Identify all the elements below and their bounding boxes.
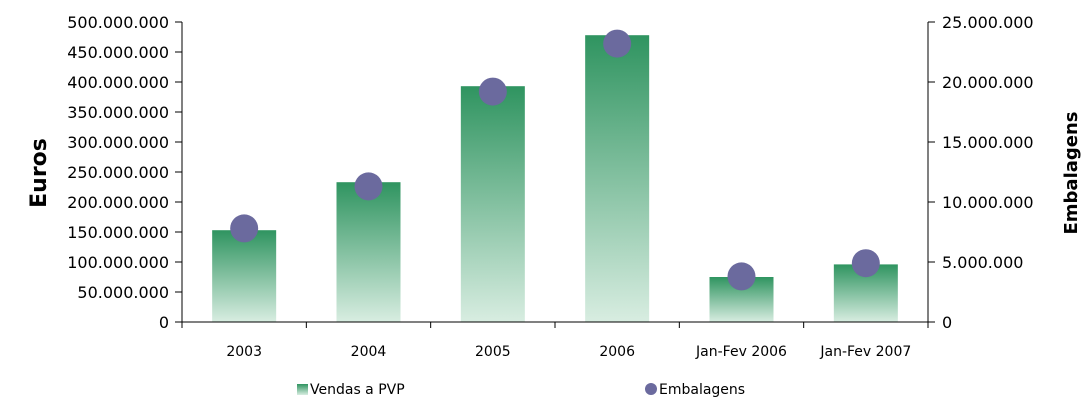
axes: 0 50.000.000 100.000.000 150.000.000 200.000… bbox=[67, 13, 1033, 360]
x-tick-label: 2005 bbox=[475, 344, 511, 360]
plot-area bbox=[182, 22, 928, 322]
x-tick-label: Jan-Fev 2006 bbox=[695, 344, 787, 360]
plot-background bbox=[182, 22, 928, 322]
legend-label-point: Embalagens bbox=[659, 382, 745, 398]
bar-series bbox=[212, 35, 898, 322]
point-series bbox=[230, 29, 880, 291]
y2-tick-label: 5.000.000 bbox=[942, 253, 1023, 272]
y-tick-label: 200.000.000 bbox=[67, 193, 169, 212]
point-jan-fev-2006 bbox=[727, 262, 756, 291]
y2-tick-label: 20.000.000 bbox=[942, 73, 1034, 92]
legend-swatch-bar bbox=[297, 384, 308, 395]
y-tick-label: 350.000.000 bbox=[67, 103, 169, 122]
y-tick-label: 0 bbox=[159, 313, 169, 332]
y-axis-title: Euros bbox=[27, 138, 52, 208]
y2-axis-title: Embalagens bbox=[1061, 111, 1082, 234]
y-tick-label: 100.000.000 bbox=[67, 253, 169, 272]
x-tick-label: 2006 bbox=[599, 344, 635, 360]
point-2003 bbox=[230, 214, 259, 243]
legend: Vendas a PVP Embalagens bbox=[297, 382, 745, 398]
bar-2003 bbox=[212, 230, 277, 322]
y-tick-label: 250.000.000 bbox=[67, 163, 169, 182]
point-2005 bbox=[478, 77, 507, 106]
point-2004 bbox=[354, 172, 383, 201]
y-tick-label: 50.000.000 bbox=[77, 283, 169, 302]
bar-2006 bbox=[585, 35, 650, 322]
legend-label-bar: Vendas a PVP bbox=[310, 382, 405, 398]
x-tick-label: 2003 bbox=[226, 344, 262, 360]
legend-swatch-point bbox=[645, 383, 657, 395]
y-tick-label: 150.000.000 bbox=[67, 223, 169, 242]
y2-tick-label: 10.000.000 bbox=[942, 193, 1034, 212]
y2-tick-label: 0 bbox=[942, 313, 952, 332]
y-tick-label: 450.000.000 bbox=[67, 43, 169, 62]
bar-2005 bbox=[460, 86, 525, 322]
y2-tick-label: 25.000.000 bbox=[942, 13, 1034, 32]
y-tick-label: 400.000.000 bbox=[67, 73, 169, 92]
x-tick-label: 2004 bbox=[351, 344, 387, 360]
y-tick-label: 300.000.000 bbox=[67, 133, 169, 152]
bar-2004 bbox=[336, 182, 401, 322]
x-tick-label: Jan-Fev 2007 bbox=[819, 344, 911, 360]
point-jan-fev-2007 bbox=[851, 249, 880, 278]
point-2006 bbox=[603, 29, 632, 58]
y-tick-label: 500.000.000 bbox=[67, 13, 169, 32]
y2-tick-label: 15.000.000 bbox=[942, 133, 1034, 152]
